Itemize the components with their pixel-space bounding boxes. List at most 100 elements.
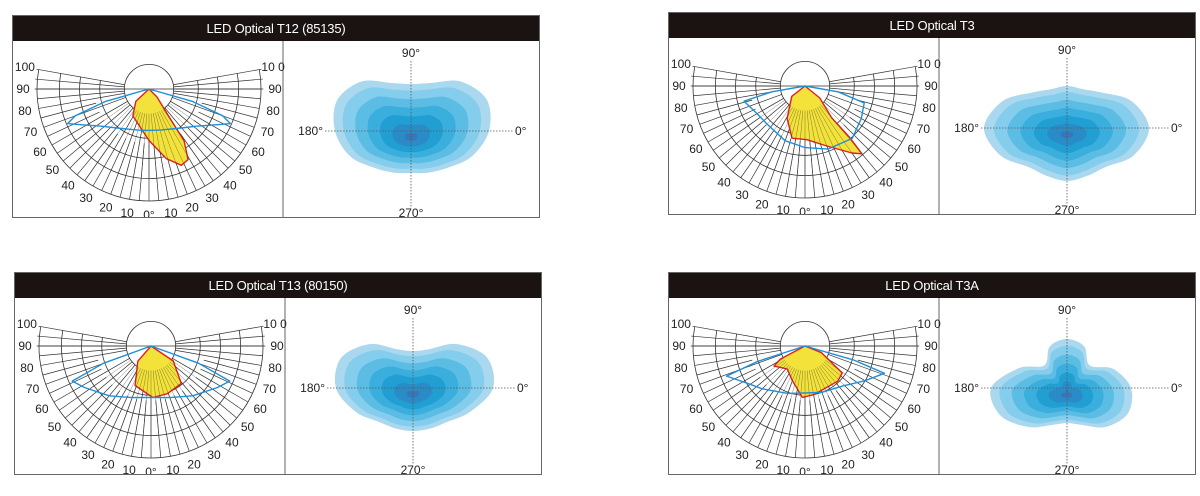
iso-label-bottom: 270°	[1055, 463, 1080, 474]
polar-radial	[37, 90, 125, 100]
polar-label-right: 20	[841, 197, 855, 211]
polar-radial-overlay	[167, 104, 218, 147]
transverse-curve	[743, 85, 865, 150]
polar-radial-overlay	[171, 359, 225, 398]
polar-label-left: 30	[735, 188, 749, 202]
isolux-diagram: 90° 270° 180° 0°	[298, 46, 527, 217]
polar-radial-overlay	[809, 370, 821, 435]
polar-radial	[699, 94, 782, 125]
polar-radial-overlay	[120, 369, 143, 431]
polar-radial-overlay	[747, 104, 790, 155]
polar-radial-overlay	[753, 106, 792, 160]
polar-label-left: 100	[15, 60, 35, 74]
polar-radial	[40, 102, 97, 119]
polar-radial	[38, 325, 127, 343]
polar-radial-overlay	[825, 359, 879, 398]
polar-radial-overlay	[164, 366, 203, 420]
polar-radial-overlay	[813, 369, 836, 431]
polar-label-right: 90	[924, 79, 938, 93]
transverse-curve	[66, 88, 232, 132]
polar-radial-overlay	[809, 110, 821, 175]
polar-radial-overlay	[727, 98, 784, 132]
polar-radial-overlay	[823, 101, 874, 144]
polar-label-left: 60	[689, 142, 703, 156]
polar-radial	[40, 349, 127, 366]
polar-label-right: 50	[239, 163, 253, 177]
polar-radial-overlay	[806, 110, 814, 176]
iso-label-left: 180°	[300, 381, 325, 395]
polar-radial	[201, 102, 258, 119]
isolux-diagram: 90° 270° 180° 0°	[954, 303, 1183, 474]
polar-radial-overlay	[759, 367, 793, 424]
iso-label-right: 0°	[515, 124, 527, 138]
polar-radial-overlay	[150, 113, 158, 179]
polar-radial-overlay	[155, 112, 173, 176]
polar-radial-overlay	[162, 109, 201, 163]
polar-label-right: 10	[164, 206, 178, 217]
polar-label-right: 80	[922, 361, 936, 375]
polar-radial	[203, 359, 260, 376]
polar-label-left: 80	[20, 361, 34, 375]
iso-label-right: 0°	[1171, 381, 1183, 395]
polar-radial-overlay	[93, 364, 136, 415]
polar-radial	[49, 368, 102, 394]
polar-radial-overlay	[736, 361, 787, 404]
polar-radial-overlay	[815, 108, 844, 168]
polar-label-right: 80	[922, 101, 936, 115]
polar-label-right: 10 0	[917, 317, 941, 331]
polar-radial	[829, 89, 916, 106]
polar-radial-overlay	[727, 358, 784, 392]
polar-radial	[703, 108, 756, 134]
polar-radial-overlay	[85, 106, 132, 153]
polar-label-right: 60	[251, 145, 265, 159]
polar-label-right: 20	[185, 200, 199, 214]
polar-label-bottom: 0°	[799, 205, 811, 214]
polar-radial-overlay	[105, 367, 139, 424]
polar-radial-overlay	[774, 369, 797, 431]
polar-radial-overlay	[813, 109, 836, 171]
polar-label-left: 100	[671, 317, 691, 331]
polar-radial	[703, 368, 756, 394]
polar-radial-overlay	[161, 110, 195, 167]
polar-label-left: 10	[776, 463, 790, 474]
panel-title: LED Optical T13 (80150)	[15, 273, 541, 298]
polar-radial-overlay	[110, 111, 139, 171]
polar-label-left: 20	[99, 200, 113, 214]
polar-radial	[828, 354, 911, 385]
polar-label-right: 50	[895, 420, 909, 434]
polar-label-right: 30	[205, 191, 219, 205]
polar-radial-overlay	[75, 102, 129, 141]
polar-radial	[829, 75, 919, 85]
polar-radial	[175, 347, 263, 357]
polar-label-left: 30	[735, 448, 749, 462]
polar-label-right: 70	[261, 125, 275, 139]
polar-radial	[691, 75, 781, 85]
polar-radial	[172, 97, 255, 128]
polar-radial-overlay	[823, 361, 874, 404]
polar-label-right: 50	[895, 160, 909, 174]
polar-label-left: 40	[717, 176, 731, 190]
polar-label-left: 50	[48, 420, 62, 434]
polar-radial-overlay	[736, 101, 787, 144]
polar-radial-overlay	[164, 107, 207, 158]
polar-radial-overlay	[135, 370, 147, 435]
polar-radial-overlay	[817, 107, 851, 164]
polar-label-right: 70	[263, 382, 277, 396]
polar-radial	[854, 368, 907, 394]
polar-label-right: 10	[820, 203, 834, 214]
polar-radial	[37, 335, 127, 345]
iso-label-top: 90°	[1058, 303, 1076, 317]
polar-label-left: 60	[35, 402, 49, 416]
polar-radial-overlay	[796, 110, 804, 176]
polar-label-left: 40	[63, 436, 77, 450]
polar-radial	[829, 325, 918, 343]
polar-radial-overlay	[766, 108, 795, 168]
polar-radial	[175, 335, 265, 345]
polar-radial-overlay	[172, 358, 229, 392]
polar-label-right: 60	[907, 402, 921, 416]
polar-radial	[38, 92, 125, 109]
